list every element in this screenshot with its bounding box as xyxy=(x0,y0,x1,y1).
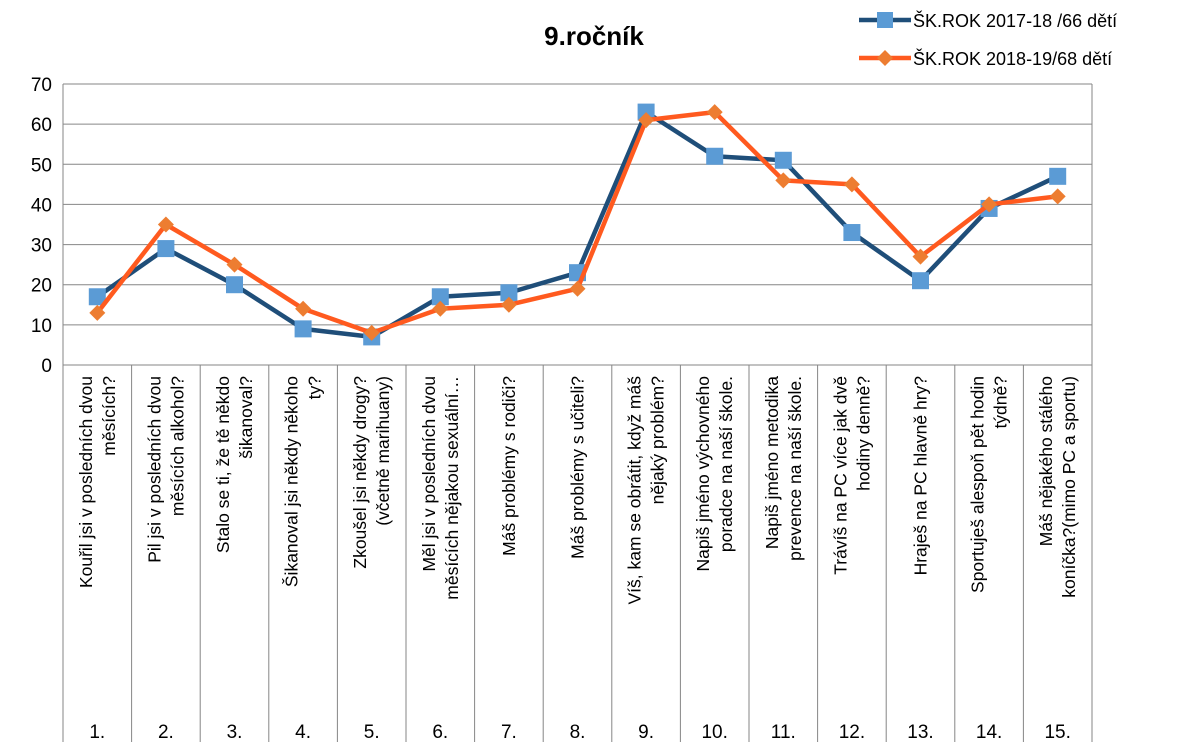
data-point xyxy=(912,272,929,290)
category-number: 12. xyxy=(839,722,865,742)
chart-title: 9.ročník xyxy=(544,21,644,51)
data-point xyxy=(843,176,860,193)
category-label: Hraješ na PC hlavně hry? xyxy=(911,376,931,576)
category-label: koníčka?(mimo PC a sportu) xyxy=(1059,376,1079,598)
category-number: 11. xyxy=(771,722,796,742)
category-number: 7. xyxy=(501,722,517,742)
category-number: 3. xyxy=(227,722,243,742)
category-label: Sportuješ alespoň pět hodin xyxy=(968,376,988,593)
data-point xyxy=(1049,167,1067,185)
category-number: 2. xyxy=(158,722,174,742)
category-label: šikanoval? xyxy=(236,376,256,459)
data-point xyxy=(294,320,312,338)
legend-label: ŠK.ROK 2017-18 /66 dětí xyxy=(913,10,1117,31)
y-tick-label: 30 xyxy=(31,236,52,257)
category-number: 6. xyxy=(432,722,448,742)
legend-label: ŠK.ROK 2018-19/68 dětí xyxy=(913,48,1112,69)
y-tick-label: 10 xyxy=(31,316,52,337)
category-label: (včetně marihuany) xyxy=(373,376,393,526)
data-point xyxy=(226,256,243,273)
data-point xyxy=(157,216,174,233)
data-point xyxy=(431,288,449,306)
category-number: 14. xyxy=(976,722,1002,742)
category-label: Pil jsi v posledních dvou xyxy=(144,376,164,563)
category-label: Zkoušel jsi někdy drogy? xyxy=(350,376,370,569)
data-point xyxy=(1049,188,1066,205)
category-label: Máš problémy s rodiči? xyxy=(499,376,519,556)
data-point xyxy=(88,288,106,306)
category-number: 5. xyxy=(364,722,380,742)
category-label: Máš nějakého stálého xyxy=(1036,376,1056,546)
category-label: nějaký problém? xyxy=(648,376,668,505)
category-label: Šikanoval jsi někdy někoho xyxy=(281,376,302,587)
data-point xyxy=(775,172,792,189)
data-point xyxy=(637,103,655,121)
category-label: týdně? xyxy=(991,376,1011,429)
legend-marker xyxy=(877,50,893,66)
category-label: prevence na naší škole. xyxy=(785,376,805,561)
category-number: 15. xyxy=(1044,722,1070,742)
category-number: 13. xyxy=(907,722,933,742)
data-point xyxy=(843,224,861,242)
category-label: Máš problémy s učiteli? xyxy=(568,376,588,559)
data-point xyxy=(638,112,655,129)
data-point xyxy=(157,240,175,258)
category-label: Měl jsi v posledních dvou xyxy=(419,376,439,572)
y-tick-label: 50 xyxy=(31,155,52,176)
category-label: měsících? xyxy=(99,376,119,456)
y-tick-label: 0 xyxy=(41,356,52,377)
category-number: 4. xyxy=(295,722,311,742)
data-point xyxy=(226,276,243,294)
category-label: Trávíš na PC více jak dvě xyxy=(830,376,850,575)
category-label: Kouřil jsi v posledních dvou xyxy=(76,376,96,588)
y-tick-label: 20 xyxy=(31,276,52,297)
category-label: Napiš jméno výchovného xyxy=(693,376,713,572)
category-label: měsících alkohol? xyxy=(167,376,187,516)
data-point xyxy=(89,304,106,321)
legend-marker xyxy=(877,12,893,28)
data-point xyxy=(432,300,449,317)
data-point xyxy=(706,104,723,121)
category-number: 1. xyxy=(89,722,105,742)
data-point xyxy=(500,284,518,302)
category-label: ty? xyxy=(305,376,325,400)
category-label: měsících nějakou sexuální… xyxy=(442,376,462,600)
category-label: Napiš jméno metodika xyxy=(762,376,782,549)
data-point xyxy=(500,296,517,313)
category-number: 10. xyxy=(701,722,727,742)
category-label: Stalo se ti, že tě někdo xyxy=(213,376,233,553)
data-point xyxy=(912,248,929,265)
data-point xyxy=(569,280,586,297)
data-point xyxy=(363,324,380,341)
data-point xyxy=(981,196,998,213)
y-tick-label: 40 xyxy=(31,195,52,216)
category-label: Víš, kam se obrátit, když máš xyxy=(625,376,645,605)
series-line xyxy=(95,109,1060,336)
category-label: poradce na naší škole. xyxy=(716,376,736,552)
data-point xyxy=(295,300,312,317)
y-tick-label: 60 xyxy=(31,115,52,136)
data-point xyxy=(706,147,724,165)
category-number: 9. xyxy=(638,722,654,742)
series-line xyxy=(95,109,1060,340)
y-tick-label: 70 xyxy=(31,75,52,96)
category-number: 8. xyxy=(570,722,586,742)
category-label: hodiny denně? xyxy=(853,376,873,491)
data-point xyxy=(774,151,792,169)
